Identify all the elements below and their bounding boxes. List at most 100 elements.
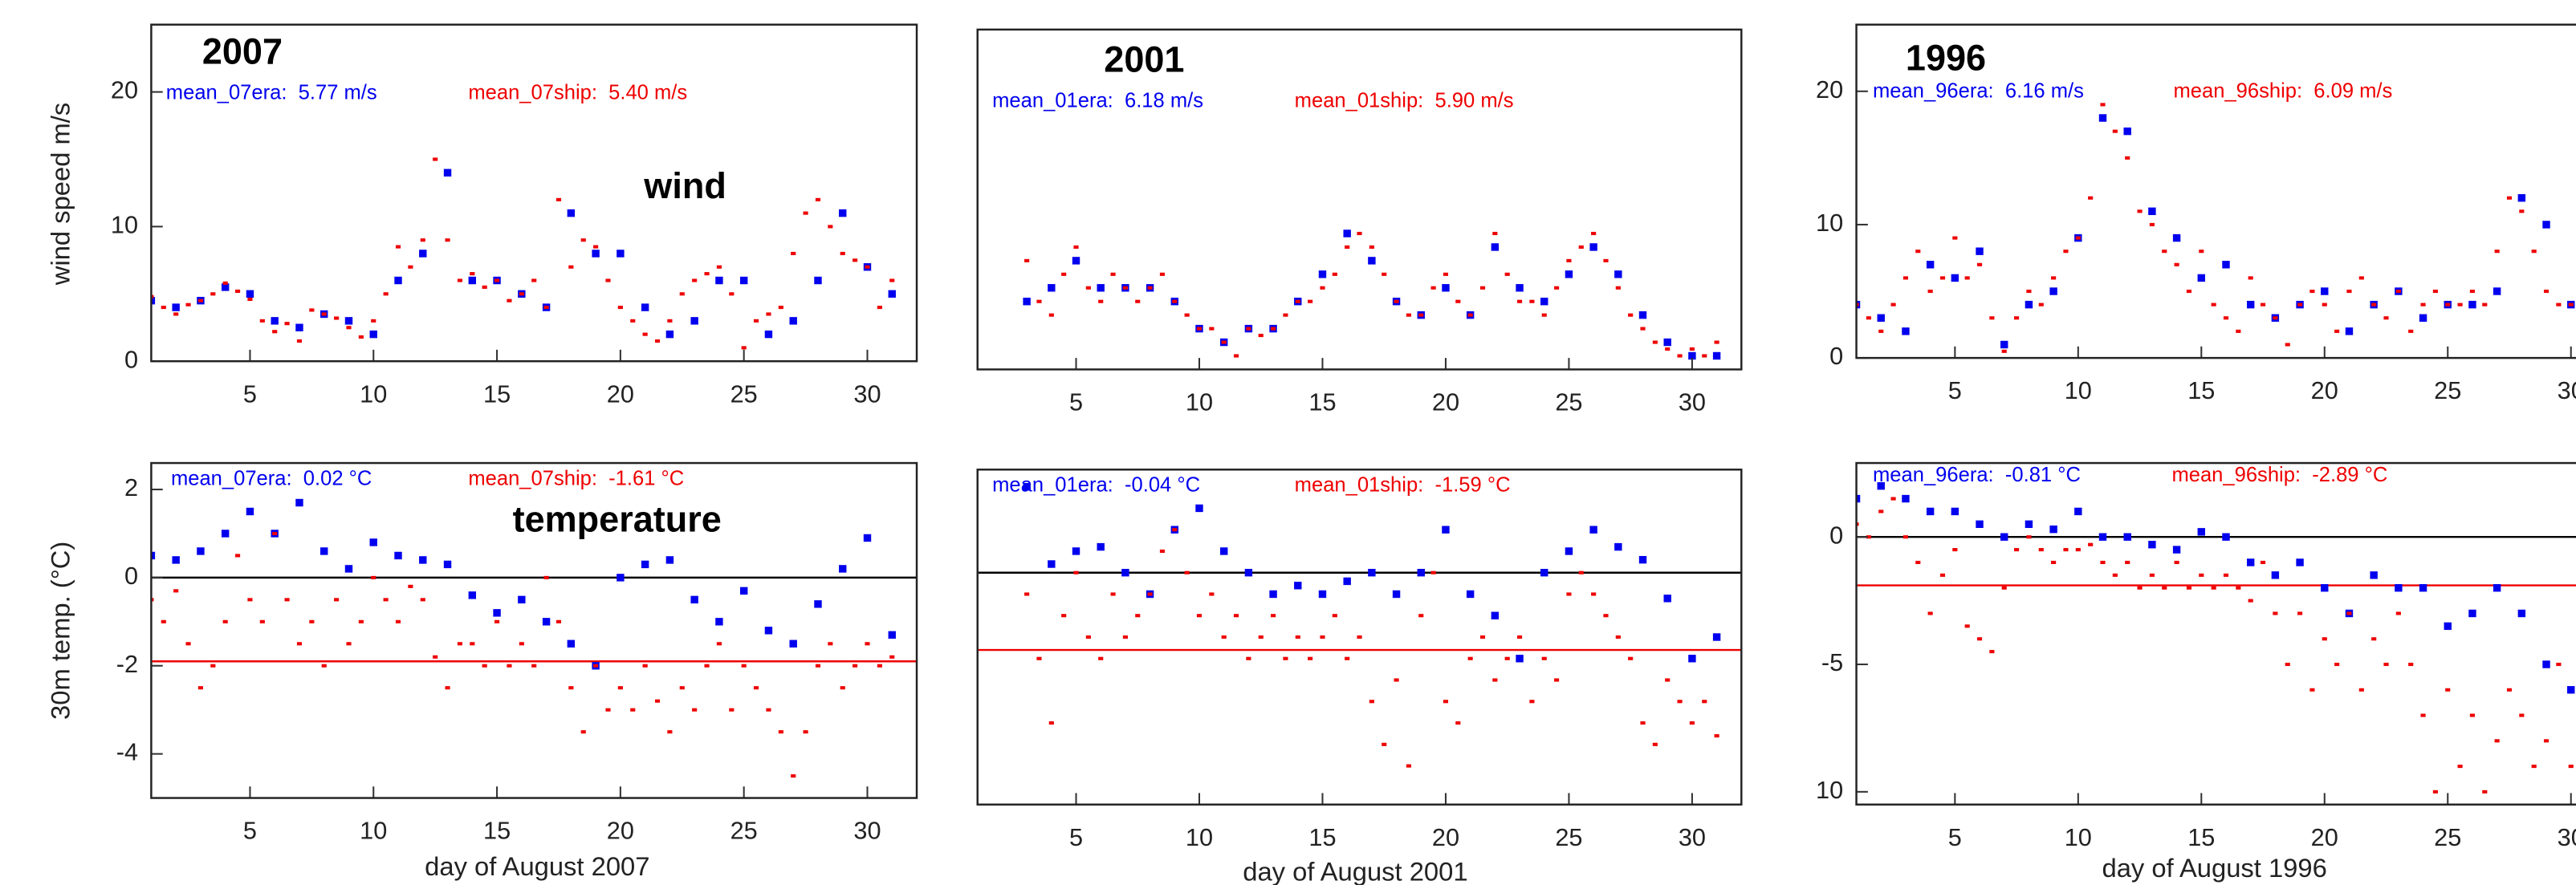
- ship-point: [2482, 302, 2488, 307]
- ship-point: [617, 686, 623, 690]
- ship-point: [2112, 573, 2118, 577]
- ship-point: [2014, 316, 2020, 320]
- mean-label: mean_96ship: -2.89 °C: [2171, 464, 2387, 486]
- ship-point: [1856, 302, 1859, 307]
- ship-point: [2568, 765, 2574, 769]
- ship-point: [519, 642, 524, 646]
- ship-point: [704, 664, 710, 668]
- ship-point: [2236, 329, 2241, 333]
- era-point: [690, 317, 698, 325]
- ship-point: [2309, 289, 2315, 294]
- ship-point: [1357, 231, 1362, 236]
- era-point: [1614, 542, 1622, 551]
- ship-point: [334, 316, 340, 320]
- era-point: [1491, 243, 1500, 251]
- ship-point: [1147, 286, 1153, 290]
- ship-point: [2334, 329, 2340, 333]
- ship-point: [445, 686, 450, 690]
- ship-point: [766, 312, 771, 316]
- ship-point: [815, 664, 821, 668]
- ship-point: [865, 642, 870, 646]
- ship-point: [346, 326, 352, 330]
- era-point: [1688, 351, 1696, 360]
- ship-point: [753, 319, 759, 323]
- era-point: [1442, 284, 1450, 292]
- ship-point: [470, 272, 475, 276]
- x-axis-label: day of August 1996: [2102, 853, 2327, 883]
- ship-point: [2063, 548, 2069, 552]
- era-point: [2123, 127, 2131, 136]
- x-tick-label: 20: [1432, 388, 1459, 416]
- y-tick-label: 20: [111, 76, 138, 104]
- ship-point: [1061, 614, 1067, 618]
- ship-point: [2112, 129, 2118, 133]
- ship-point: [1172, 528, 1178, 532]
- x-axis-label: day of August 2007: [425, 851, 649, 881]
- ship-point: [2026, 289, 2032, 294]
- era-point: [739, 587, 748, 595]
- ship-point: [2137, 586, 2143, 590]
- ship-point: [1221, 340, 1227, 344]
- ship-point: [2506, 688, 2513, 692]
- era-point: [617, 574, 625, 582]
- ship-point: [692, 708, 698, 712]
- ship-point: [593, 245, 599, 249]
- ship-point: [1110, 592, 1116, 596]
- mean-label: mean_01era: -0.04 °C: [992, 473, 1200, 496]
- ship-point: [1332, 272, 1337, 276]
- ship-point: [2371, 637, 2377, 641]
- ship-point: [2260, 302, 2266, 307]
- plot-frame: [976, 469, 1743, 806]
- mean-label: mean_01ship: 5.90 m/s: [1295, 90, 1514, 112]
- era-point: [1902, 494, 1910, 503]
- panel-title: 1996: [1906, 38, 1986, 79]
- plot-frame: [150, 461, 918, 799]
- ship-point: [2273, 611, 2278, 615]
- x-tick-label: 10: [360, 380, 387, 408]
- era-point: [246, 507, 254, 516]
- ship-point: [1689, 347, 1695, 351]
- era-point: [863, 534, 872, 542]
- ship-point: [1184, 570, 1190, 574]
- ship-point: [1566, 258, 1572, 262]
- era-point: [1121, 569, 1129, 577]
- ship-point: [1258, 635, 1264, 639]
- ship-point: [2297, 611, 2303, 615]
- ship-point: [2100, 560, 2106, 565]
- era-point: [2098, 114, 2107, 122]
- ship-point: [1382, 272, 1387, 276]
- ship-point: [358, 619, 364, 623]
- x-tick-label: 15: [1308, 823, 1336, 851]
- era-point: [2025, 300, 2033, 309]
- ship-point: [2358, 276, 2364, 280]
- ship-point: [408, 265, 413, 269]
- era-point: [1589, 243, 1597, 251]
- ship-point: [1085, 286, 1091, 290]
- era-point: [814, 276, 822, 285]
- ship-point: [531, 664, 537, 668]
- plot-frame: [1855, 23, 2576, 359]
- ship-point: [2322, 637, 2327, 641]
- x-axis-label: day of August 2001: [1243, 856, 1467, 885]
- ship-point: [853, 258, 858, 262]
- plot: [1856, 103, 2575, 353]
- era-point: [369, 538, 377, 546]
- era-point: [2197, 274, 2205, 282]
- ship-point: [1915, 560, 1921, 565]
- ship-point: [1295, 635, 1300, 639]
- era-point: [1023, 298, 1031, 306]
- ship-point: [1430, 286, 1436, 290]
- ship-point: [346, 642, 352, 646]
- ship-point: [1320, 635, 1325, 639]
- ship-point: [2174, 262, 2179, 266]
- ship-point: [321, 664, 327, 668]
- ship-point: [2383, 662, 2389, 667]
- ship-point: [2149, 222, 2155, 226]
- ship-point: [667, 319, 673, 323]
- ship-point: [1455, 721, 1461, 725]
- ship-point: [1878, 329, 1884, 333]
- ship-point: [1308, 299, 1313, 303]
- era-point: [2172, 233, 2181, 242]
- ship-point: [593, 664, 599, 668]
- ship-point: [2211, 302, 2216, 307]
